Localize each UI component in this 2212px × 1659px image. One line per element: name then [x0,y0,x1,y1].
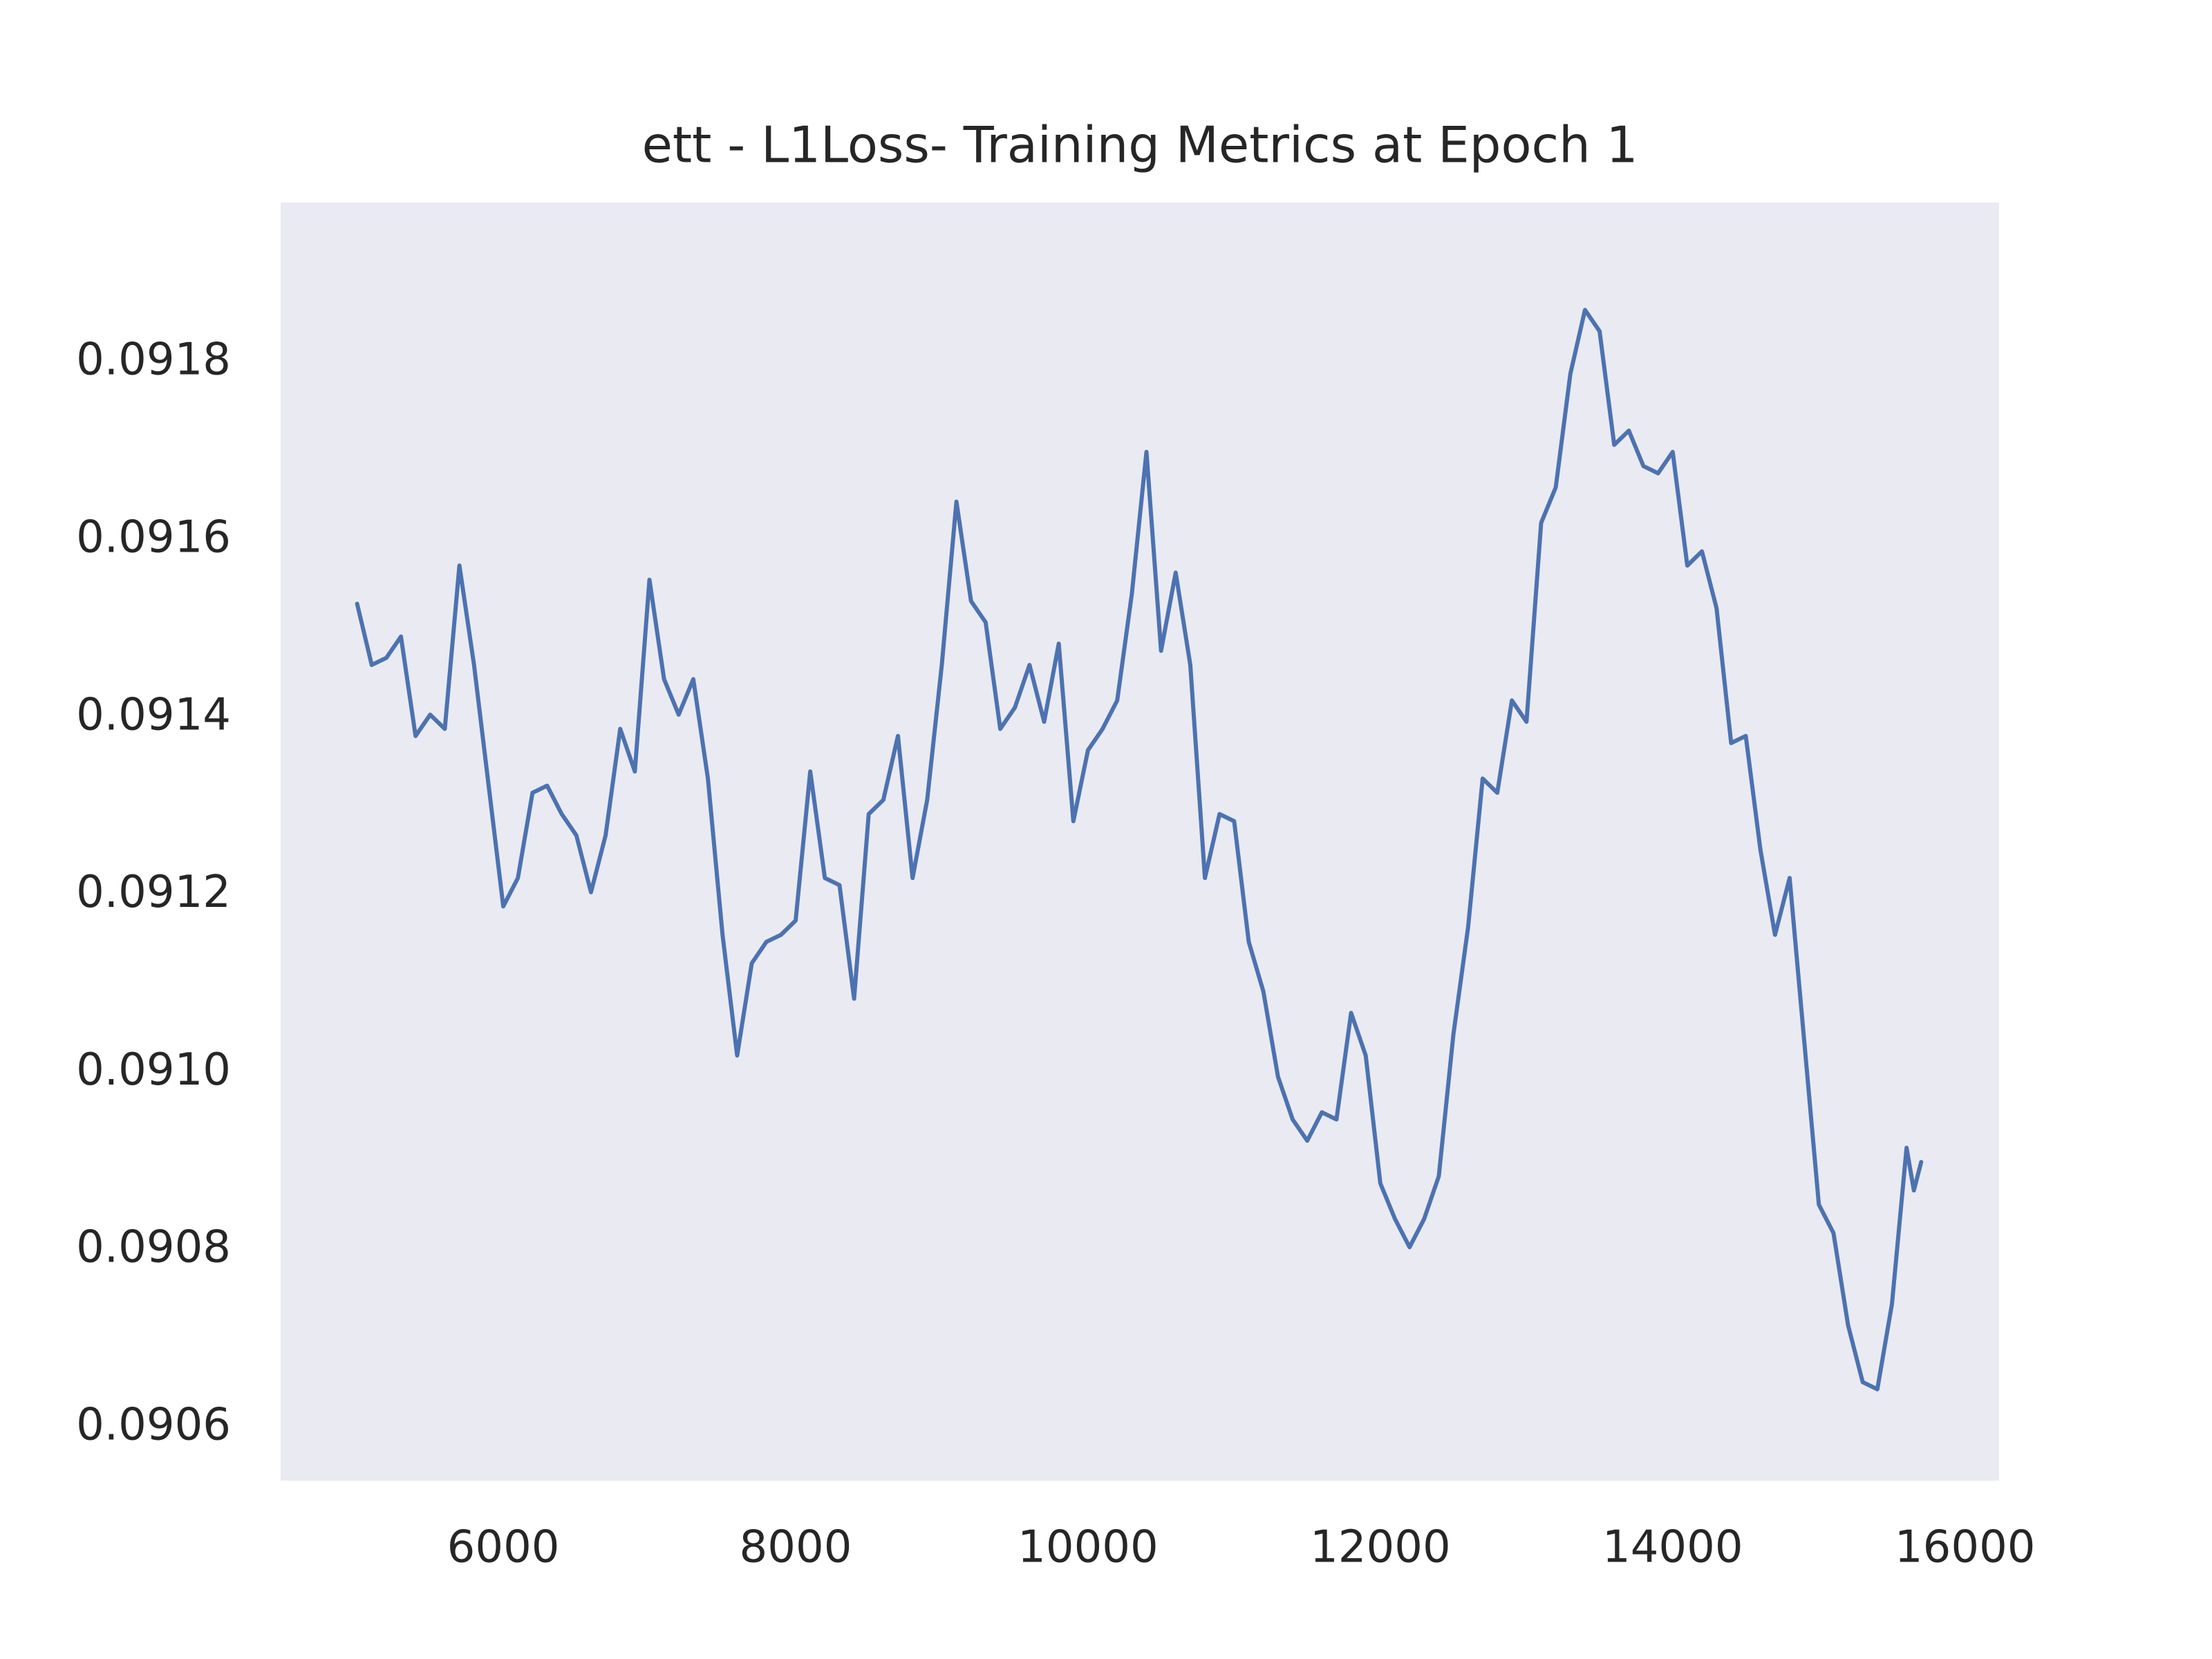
x-tick-label: 10000 [1018,1522,1159,1573]
x-tick-label: 6000 [447,1522,560,1573]
y-tick-label: 0.0908 [76,1222,231,1273]
y-tick-label: 0.0910 [76,1044,231,1096]
x-tick-label: 8000 [740,1522,852,1573]
data-line [355,308,1924,1391]
x-tick-label: 14000 [1602,1522,1743,1573]
x-tick-label: 16000 [1895,1522,2036,1573]
y-tick-label: 0.0916 [76,512,231,563]
chart-title: ett - L1Loss- Training Metrics at Epoch … [642,116,1638,174]
y-tick-label: 0.0906 [76,1400,231,1451]
x-tick-label: 12000 [1310,1522,1451,1573]
plot-area [281,203,1999,1481]
y-tick-label: 0.0914 [76,689,231,740]
y-tick-label: 0.0912 [76,867,231,918]
y-tick-label: 0.0918 [76,335,231,386]
